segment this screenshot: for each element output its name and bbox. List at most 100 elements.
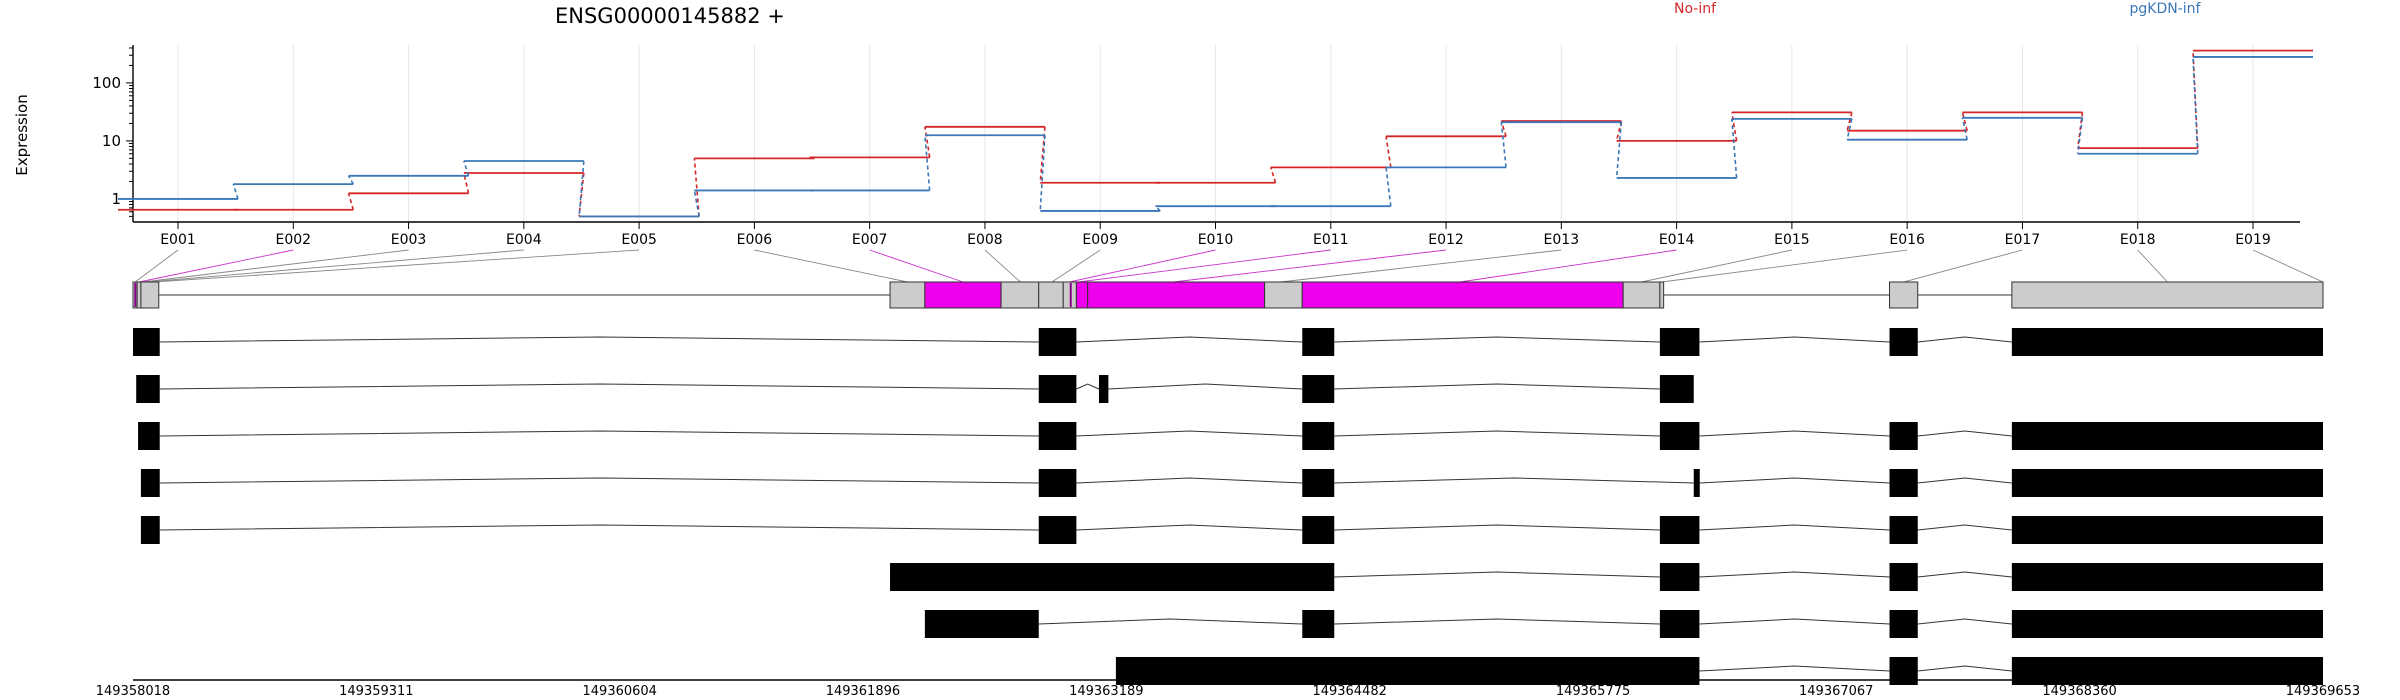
transcript-row (924, 610, 2323, 638)
transcript-intron (1917, 336, 2012, 343)
exon-connector (1069, 249, 1216, 283)
series-connector (347, 175, 354, 185)
transcript-intron (1699, 477, 1890, 484)
gene-exon-block (1622, 281, 1661, 309)
transcript-exon (1302, 422, 1335, 450)
series-connector (693, 158, 700, 217)
coordinate-label: 149367067 (1799, 684, 1873, 699)
transcript-row (136, 375, 1694, 403)
exon-connector (138, 249, 294, 283)
transcript-row (133, 328, 2323, 356)
exon-connector (153, 249, 640, 283)
transcript-intron (1076, 430, 1303, 437)
transcript-intron (1334, 383, 1660, 390)
transcript-exon (133, 328, 160, 356)
transcript-intron (1334, 618, 1660, 625)
transcript-exon (136, 375, 160, 403)
chart-title: ENSG00000145882 + (555, 4, 785, 28)
exon-connector (1459, 249, 1677, 283)
transcript-exon (1889, 328, 1918, 356)
transcript-exon (138, 422, 160, 450)
coordinate-label: 149359311 (339, 684, 413, 699)
series-connector (1500, 120, 1507, 137)
exon-label-e016: E016 (1889, 232, 1925, 248)
y-tick-label: 1 (111, 190, 121, 208)
transcript-exon (1302, 469, 1335, 497)
exon-connector (1903, 249, 2023, 283)
exon-connector (142, 249, 409, 283)
exon-connector (1051, 249, 1101, 283)
gene-exon-block (140, 281, 160, 309)
gene-exon-block (1087, 281, 1266, 309)
transcript-exon (1038, 469, 1077, 497)
transcript-intron (1699, 665, 1890, 672)
transcript-exon (1889, 422, 1918, 450)
transcript-exon (2011, 469, 2323, 497)
exon-connector (984, 249, 1021, 283)
transcript-exon (1302, 516, 1335, 544)
y-axis-label: Expression (13, 94, 31, 175)
exon-connector (146, 249, 524, 283)
transcript-exon (1659, 422, 1700, 450)
transcript-intron (1108, 383, 1303, 390)
exon-connector (1173, 249, 1447, 283)
coordinate-label: 149361896 (826, 684, 900, 699)
series-connector (2076, 117, 2084, 154)
gene-exon-block (924, 281, 1002, 309)
transcript-exon (2011, 516, 2323, 544)
exon-label-e005: E005 (621, 232, 657, 248)
transcript-intron (1334, 524, 1660, 531)
transcript-exon (2011, 563, 2323, 591)
series-connector (924, 126, 931, 158)
exon-label-e010: E010 (1198, 232, 1234, 248)
series-connector (1385, 136, 1392, 168)
transcript-exon (1659, 328, 1700, 356)
y-tick-label: 10 (102, 132, 121, 150)
series-connector (924, 135, 931, 191)
exon-label-e015: E015 (1774, 232, 1810, 248)
transcript-intron (1038, 618, 1303, 625)
series-connector (1154, 205, 1161, 212)
series-connector (463, 160, 470, 177)
exon-connector (1661, 249, 1908, 283)
transcript-intron (159, 430, 1039, 437)
transcript-exon (1889, 516, 1918, 544)
transcript-intron (1334, 477, 1694, 484)
transcript-exon (140, 469, 160, 497)
transcript-exon (2011, 610, 2323, 638)
gene-exon-block (1301, 281, 1624, 309)
gene-exon-block (1264, 281, 1303, 309)
gene-exon-block (1659, 281, 1665, 309)
transcript-exon (1038, 516, 1077, 544)
transcript-intron (1699, 618, 1890, 625)
transcript-intron (1699, 336, 1890, 343)
transcript-row (138, 422, 2323, 450)
transcript-intron (159, 383, 1039, 390)
exon-axis: E001 E002 E003 E004 E005 E006 E007 E008 E009 E010… (133, 221, 2300, 248)
series-connector (1731, 118, 1738, 178)
transcript-intron (1334, 571, 1660, 578)
transcript-exon (890, 563, 1335, 591)
transcript-exon (1889, 563, 1918, 591)
exon-label-e002: E002 (275, 232, 311, 248)
series-connector (1385, 167, 1392, 207)
transcript-row (890, 563, 2323, 591)
transcript-intron (1076, 477, 1303, 484)
transcript-exon (1659, 375, 1694, 403)
transcript-intron (1917, 430, 2012, 437)
exon-connectors (134, 249, 2324, 283)
exon-connector (2137, 249, 2168, 283)
transcript-exon (2011, 328, 2323, 356)
genomic-coordinate-axis: 149358018 149359311 149360604 149361896 1493… (96, 679, 2360, 699)
transcript-intron (1917, 665, 2012, 672)
exon-label-e007: E007 (852, 232, 888, 248)
transcript-exon (1302, 375, 1335, 403)
transcript-exon (924, 610, 1039, 638)
series-connector (1500, 122, 1507, 168)
exon-connector (754, 249, 908, 283)
series-connector (1615, 122, 1623, 178)
series-connector (2192, 50, 2199, 149)
exon-connector (869, 249, 964, 283)
exon-label-e012: E012 (1428, 232, 1464, 248)
